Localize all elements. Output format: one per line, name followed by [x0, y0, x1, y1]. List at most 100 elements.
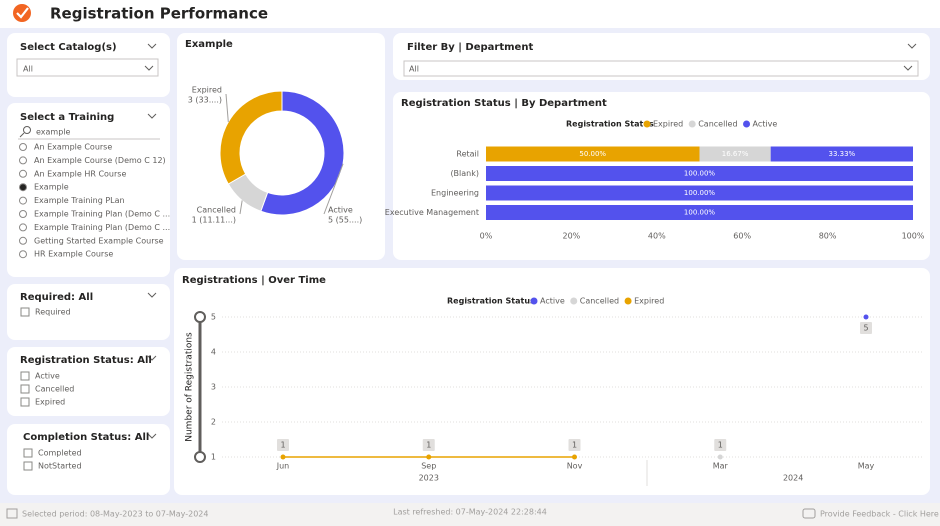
point: [280, 454, 286, 460]
radio-label[interactable]: Getting Started Example Course: [34, 236, 164, 245]
legend-marker: [743, 120, 751, 128]
radio[interactable]: [19, 143, 27, 151]
checkbox[interactable]: [20, 307, 30, 317]
page-title: Registration Performance: [50, 5, 268, 23]
data-label: 1: [280, 441, 285, 450]
radio[interactable]: [19, 223, 27, 232]
data-label: 100.00%: [684, 170, 715, 178]
legend-marker: [570, 297, 578, 305]
feedback-link[interactable]: Provide Feedback - Click Here: [820, 510, 939, 519]
line-panel: [174, 268, 930, 495]
chart-title: Registrations | Over Time: [182, 275, 326, 286]
x-tick-label: Jun: [276, 462, 290, 471]
chart-title: Example: [185, 39, 233, 50]
checkbox-label[interactable]: Active: [35, 372, 60, 381]
radio[interactable]: [19, 250, 27, 259]
radio[interactable]: [19, 196, 27, 205]
legend-label: Cancelled: [698, 120, 737, 129]
y-axis-title: Number of Registrations: [185, 332, 195, 442]
data-label: 50.00%: [579, 150, 606, 158]
chevron: [903, 65, 913, 71]
department-dropdown[interactable]: [403, 60, 919, 77]
y-tick-label: 2: [211, 418, 216, 427]
filter-title: Filter By | Department: [407, 42, 533, 53]
donut-slice: [260, 90, 345, 216]
bar: [486, 185, 913, 201]
legend-marker: [643, 120, 651, 128]
legend-marker: [688, 120, 696, 128]
search-icon: [23, 126, 31, 134]
radio[interactable]: [19, 210, 27, 218]
chevron: [147, 355, 157, 361]
point: [572, 454, 577, 460]
checkbox[interactable]: [23, 448, 33, 458]
x-tick-label: 0%: [480, 232, 493, 241]
footer-text: Selected period: 08-May-2023 to 07-May-2…: [22, 510, 208, 519]
radio-label[interactable]: Example Training Plan (Demo C ...: [34, 210, 170, 219]
slider-handle[interactable]: [194, 311, 206, 323]
donut-value-label: 5 (55....): [328, 216, 362, 225]
radio[interactable]: [19, 183, 27, 192]
chevron: [147, 43, 157, 49]
radio-label[interactable]: An Example Course: [34, 143, 112, 152]
donut-category: Expired: [192, 86, 222, 95]
legend-label: Expired: [653, 120, 683, 129]
legend-label: Active: [540, 297, 565, 306]
radio-label[interactable]: An Example HR Course: [34, 169, 126, 178]
y-tick-label: 1: [211, 453, 216, 462]
x-tick-label: 60%: [733, 232, 751, 241]
legend-marker: [624, 297, 632, 305]
x-tick-label: 40%: [648, 232, 666, 241]
data-label: 100.00%: [684, 209, 715, 217]
checkbox[interactable]: [20, 371, 30, 381]
y-tick-label: Retail: [456, 150, 479, 159]
slider-handle[interactable]: [194, 451, 206, 463]
filter-title: Select a Training: [20, 112, 114, 123]
calendar-icon: [6, 508, 18, 519]
radio-label[interactable]: Example Training Plan (Demo C ...: [34, 223, 170, 232]
x-group-label: 2024: [783, 474, 803, 483]
y-tick-label: (Blank): [450, 169, 479, 178]
radio-label[interactable]: Example Training PLan: [34, 196, 125, 205]
leader-line: [225, 93, 229, 123]
chart-title: Registration Status | By Department: [401, 98, 607, 109]
chevron: [144, 65, 154, 71]
bar: [486, 205, 913, 220]
radio[interactable]: [19, 156, 27, 165]
donut-value-label: 3 (33....): [188, 96, 222, 105]
x-tick-label: Mar: [713, 462, 729, 471]
radio-label[interactable]: An Example Course (Demo C 12): [34, 156, 166, 165]
status-panel: [7, 347, 170, 416]
donut-category: Active: [328, 206, 353, 215]
bar: [699, 146, 771, 162]
checkbox-label[interactable]: Cancelled: [35, 385, 74, 394]
checkbox[interactable]: [20, 397, 30, 407]
bar: [486, 146, 700, 162]
data-label: 1: [718, 441, 723, 450]
checkbox[interactable]: [20, 384, 30, 394]
data-label: 16.67%: [722, 150, 749, 158]
radio[interactable]: [19, 236, 27, 245]
x-tick-label: May: [858, 462, 875, 471]
footer-text: Last refreshed: 07-May-2024 22:28:44: [393, 508, 547, 517]
filter-title: Completion Status: All: [23, 432, 149, 443]
catalog-dropdown[interactable]: [16, 58, 159, 77]
radio-label[interactable]: Example: [34, 183, 69, 192]
checkbox-label[interactable]: Expired: [35, 398, 65, 407]
chevrons: [147, 43, 917, 439]
checkbox-label[interactable]: Required: [35, 308, 71, 317]
checkbox[interactable]: [23, 461, 33, 471]
footer-bar: [0, 503, 940, 526]
data-label: 1: [572, 441, 577, 450]
data-label-bg: [422, 439, 435, 451]
radio-label[interactable]: HR Example Course: [34, 250, 113, 259]
radio[interactable]: [19, 169, 27, 178]
chevron: [147, 433, 157, 439]
checkbox-label[interactable]: NotStarted: [38, 462, 82, 471]
x-tick-label: 80%: [819, 232, 837, 241]
data-label-bg: [860, 322, 872, 334]
legend-title: Registration Status: [566, 120, 654, 129]
header-bar: [0, 0, 940, 28]
checkbox-label[interactable]: Completed: [38, 449, 82, 458]
donut-panel: [177, 33, 385, 260]
